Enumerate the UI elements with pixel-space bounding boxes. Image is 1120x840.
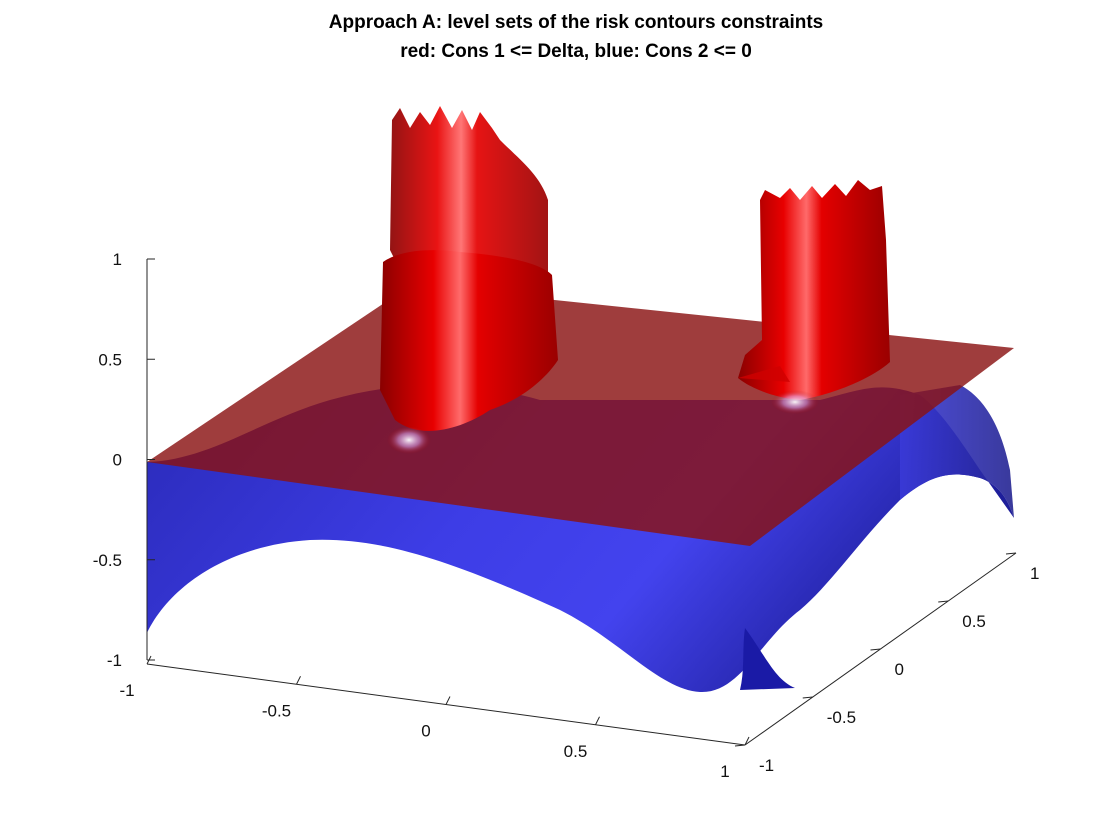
x-tick-label: -0.5 <box>262 701 291 720</box>
y-axis: -1 -0.5 0 0.5 1 <box>734 552 1039 775</box>
x-tick-mark <box>744 736 750 746</box>
z-tick-label: 1 <box>113 250 122 269</box>
z-tick-label: -0.5 <box>93 551 122 570</box>
red-spike-left-base-glow <box>387 426 431 454</box>
y-tick-mark <box>1005 552 1017 555</box>
y-tick-label: 0 <box>895 660 904 679</box>
x-tick-label: -1 <box>119 681 134 700</box>
x-tick-mark <box>296 676 301 685</box>
y-tick-mark <box>938 600 949 603</box>
chart-title-line-2: red: Cons 1 <= Delta, blue: Cons 2 <= 0 <box>400 41 752 62</box>
x-tick-label: 0.5 <box>564 742 588 761</box>
blue-surface-fold <box>740 628 795 690</box>
series-cons-1-spikes <box>380 106 890 454</box>
red-spike-right-notch <box>738 366 790 382</box>
z-tick-label: -1 <box>107 651 122 670</box>
z-tick-label: 0.5 <box>98 350 122 369</box>
red-spike-right-base-glow <box>771 390 819 414</box>
red-spike-right <box>738 180 890 400</box>
x-tick-mark <box>445 696 451 705</box>
y-tick-label: 1 <box>1030 564 1039 583</box>
x-tick-mark <box>595 716 600 725</box>
z-tick-label: 0 <box>113 451 122 470</box>
x-tick-mark <box>146 655 152 665</box>
y-tick-mark <box>802 696 813 699</box>
x-axis: -1 -0.5 0 0.5 1 <box>119 655 750 781</box>
y-tick-mark <box>734 744 746 747</box>
z-axis: -1 -0.5 0 0.5 1 <box>93 250 155 670</box>
x-tick-label: 1 <box>720 762 729 781</box>
red-spike-left-front <box>380 250 558 431</box>
y-tick-label: -0.5 <box>827 708 856 727</box>
x-tick-label: 0 <box>421 722 430 741</box>
y-tick-label: 0.5 <box>962 612 986 631</box>
chart-title-line-1: Approach A: level sets of the risk conto… <box>329 12 823 33</box>
blue-surface-right-edge <box>900 385 1014 518</box>
y-tick-label: -1 <box>759 756 774 775</box>
y-tick-mark <box>870 648 881 651</box>
